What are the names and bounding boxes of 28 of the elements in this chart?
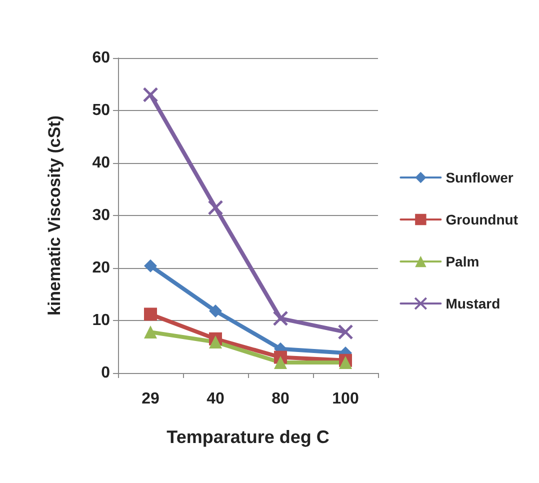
point (144, 259, 157, 272)
y-tick-label: 40 (92, 154, 110, 172)
legend-label: Mustard (446, 296, 500, 312)
point (208, 200, 224, 216)
x-axis-title: Temparature deg C (166, 427, 330, 447)
legend-label: Palm (446, 254, 480, 270)
y-tick-label: 0 (101, 364, 110, 382)
y-tick-label: 30 (92, 207, 110, 224)
point (209, 304, 222, 318)
point (144, 326, 157, 339)
x-tick-label: 80 (272, 390, 290, 408)
y-axis-title: kinematic Viscosity (cSt) (45, 116, 64, 316)
point (209, 336, 222, 349)
y-tick-label: 20 (92, 260, 110, 276)
point (142, 87, 158, 102)
legend-label: Groundnut (446, 212, 518, 228)
point (144, 308, 157, 321)
y-tick-label: 10 (92, 312, 110, 329)
x-tick-label: 29 (142, 390, 160, 408)
x-tick-label: 40 (206, 390, 224, 408)
point (272, 310, 288, 326)
legend-label: Sunflower (446, 170, 514, 186)
x-tick-label: 100 (332, 390, 359, 408)
y-tick-label: 50 (92, 102, 110, 119)
point (338, 324, 354, 340)
point (274, 356, 287, 369)
y-tick-label: 60 (92, 50, 110, 66)
point (339, 356, 352, 369)
